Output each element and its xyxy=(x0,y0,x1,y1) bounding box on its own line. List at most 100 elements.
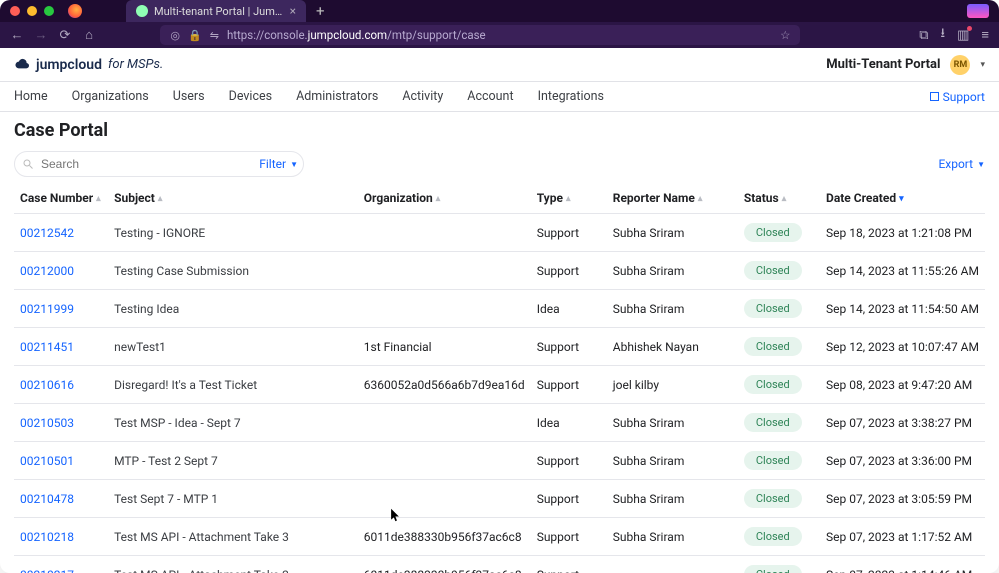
close-window-icon[interactable] xyxy=(10,6,20,16)
column-label: Subject xyxy=(114,191,155,205)
table-row: 00210217Test MS API - Attachment Take 26… xyxy=(14,556,985,573)
export-button[interactable]: Export ▼ xyxy=(938,157,985,171)
page-body: Case Portal Filter ▼ Export ▼ xyxy=(0,112,999,573)
lock-icon[interactable]: 🔒 xyxy=(188,29,202,42)
firefox-icon xyxy=(68,4,82,18)
column-label: Type xyxy=(537,191,563,205)
nav-item-integrations[interactable]: Integrations xyxy=(538,89,604,104)
column-label: Status xyxy=(744,191,779,205)
column-header[interactable]: Type▴ xyxy=(531,183,607,214)
table-header-row: Case Number▴Subject▴Organization▴Type▴Re… xyxy=(14,183,985,214)
brand-logo[interactable]: jumpcloud for MSPs. xyxy=(14,57,163,73)
hamburger-menu-icon[interactable]: ≡ xyxy=(981,27,989,43)
browser-window: Multi-tenant Portal | JumpCloud × + ← → … xyxy=(0,0,999,573)
column-header[interactable]: Status▴ xyxy=(738,183,820,214)
nav-item-account[interactable]: Account xyxy=(467,89,513,104)
nav-forward-button[interactable]: → xyxy=(34,27,48,43)
case-link[interactable]: 00210616 xyxy=(20,378,74,392)
cell-case: 00210478 xyxy=(14,480,108,518)
filter-button[interactable]: Filter ▼ xyxy=(259,157,298,171)
status-badge: Closed xyxy=(744,299,802,318)
case-link[interactable]: 00211999 xyxy=(20,302,74,316)
status-badge: Closed xyxy=(744,489,802,508)
filter-label: Filter xyxy=(259,157,286,171)
nav-home-button[interactable]: ⌂ xyxy=(82,27,96,43)
downloads-icon[interactable]: ⭳ xyxy=(941,24,946,46)
table-row: 00210218Test MS API - Attachment Take 36… xyxy=(14,518,985,556)
url-host: jumpcloud.com xyxy=(308,28,388,42)
cell-case: 00210218 xyxy=(14,518,108,556)
cell-reporter: Subha Sriram xyxy=(607,290,738,328)
case-link[interactable]: 00210218 xyxy=(20,530,74,544)
status-badge: Closed xyxy=(744,451,802,470)
cell-subject: Testing Case Submission xyxy=(108,252,358,290)
permission-toggle-icon[interactable]: ⇋ xyxy=(210,29,219,42)
case-link[interactable]: 00212542 xyxy=(20,226,74,240)
status-badge: Closed xyxy=(744,565,802,573)
nav-back-button[interactable]: ← xyxy=(10,27,24,43)
user-menu-caret-icon[interactable]: ▾ xyxy=(980,60,985,70)
browser-tab-active[interactable]: Multi-tenant Portal | JumpCloud × xyxy=(126,0,306,22)
bookmark-star-icon[interactable]: ☆ xyxy=(780,28,790,42)
brand-sub-suffix: . xyxy=(160,57,163,72)
cell-reporter: Subha Sriram xyxy=(607,480,738,518)
browser-window-menu-icon[interactable] xyxy=(967,4,989,18)
table-row: 00212542Testing - IGNORESupportSubha Sri… xyxy=(14,214,985,252)
extensions-icon[interactable]: ⧉ xyxy=(919,28,928,43)
case-link[interactable]: 00210501 xyxy=(20,454,74,468)
browser-titlebar: Multi-tenant Portal | JumpCloud × + xyxy=(0,0,999,22)
column-header[interactable]: Date Created▾ xyxy=(820,183,985,214)
app-header: jumpcloud for MSPs. Multi-Tenant Portal … xyxy=(0,48,999,82)
cell-case: 00210616 xyxy=(14,366,108,404)
browser-toolbar-right: ⧉ ⭳ ▥ ≡ xyxy=(919,24,989,46)
maximize-window-icon[interactable] xyxy=(44,6,54,16)
support-icon xyxy=(930,92,939,101)
minimize-window-icon[interactable] xyxy=(27,6,37,16)
case-link[interactable]: 00210217 xyxy=(20,568,74,573)
column-header[interactable]: Subject▴ xyxy=(108,183,358,214)
avatar[interactable]: RM xyxy=(950,55,970,75)
status-badge: Closed xyxy=(744,223,802,242)
column-header[interactable]: Case Number▴ xyxy=(14,183,108,214)
cell-type: Support xyxy=(531,214,607,252)
support-link[interactable]: Support xyxy=(930,90,985,104)
cell-type: Support xyxy=(531,328,607,366)
controls-bar: Filter ▼ Export ▼ xyxy=(14,151,985,177)
nav-item-organizations[interactable]: Organizations xyxy=(72,89,149,104)
cell-reporter: Subha Sriram xyxy=(607,518,738,556)
shield-icon[interactable]: ◎ xyxy=(170,29,180,42)
nav-item-users[interactable]: Users xyxy=(173,89,205,104)
cell-date: Sep 07, 2023 at 3:38:27 PM xyxy=(820,404,985,442)
cell-date: Sep 07, 2023 at 1:17:52 AM xyxy=(820,518,985,556)
tab-close-icon[interactable]: × xyxy=(290,4,296,18)
nav-reload-button[interactable]: ⟳ xyxy=(58,28,72,43)
case-link[interactable]: 00210478 xyxy=(20,492,74,506)
cell-date: Sep 07, 2023 at 1:14:46 AM xyxy=(820,556,985,573)
status-badge: Closed xyxy=(744,375,802,394)
cell-subject: newTest1 xyxy=(108,328,358,366)
brand-name: jumpcloud xyxy=(36,57,102,73)
nav-item-devices[interactable]: Devices xyxy=(229,89,272,104)
nav-item-administrators[interactable]: Administrators xyxy=(296,89,378,104)
column-label: Reporter Name xyxy=(613,191,695,205)
nav-item-home[interactable]: Home xyxy=(14,89,48,104)
window-controls[interactable] xyxy=(10,6,54,16)
portal-label: Multi-Tenant Portal xyxy=(826,57,940,72)
nav-item-activity[interactable]: Activity xyxy=(402,89,443,104)
column-header[interactable]: Organization▴ xyxy=(358,183,531,214)
browser-toolbar: ← → ⟳ ⌂ ◎ 🔒 ⇋ https://console.jumpcloud.… xyxy=(0,22,999,48)
browser-tabstrip: Multi-tenant Portal | JumpCloud × + xyxy=(126,0,953,22)
new-tab-button[interactable]: + xyxy=(312,2,329,20)
chevron-down-icon: ▼ xyxy=(290,160,298,169)
case-link[interactable]: 00212000 xyxy=(20,264,74,278)
case-link[interactable]: 00211451 xyxy=(20,340,74,354)
cell-case: 00210503 xyxy=(14,404,108,442)
column-header[interactable]: Reporter Name▴ xyxy=(607,183,738,214)
case-link[interactable]: 00210503 xyxy=(20,416,74,430)
status-badge: Closed xyxy=(744,261,802,280)
sort-icon: ▾ xyxy=(899,194,904,204)
url-bar[interactable]: ◎ 🔒 ⇋ https://console.jumpcloud.com/mtp/… xyxy=(160,25,800,45)
library-icon[interactable]: ▥ xyxy=(957,28,969,43)
cell-date: Sep 07, 2023 at 3:36:00 PM xyxy=(820,442,985,480)
cell-organization: 6360052a0d566a6b7d9ea16d xyxy=(358,366,531,404)
